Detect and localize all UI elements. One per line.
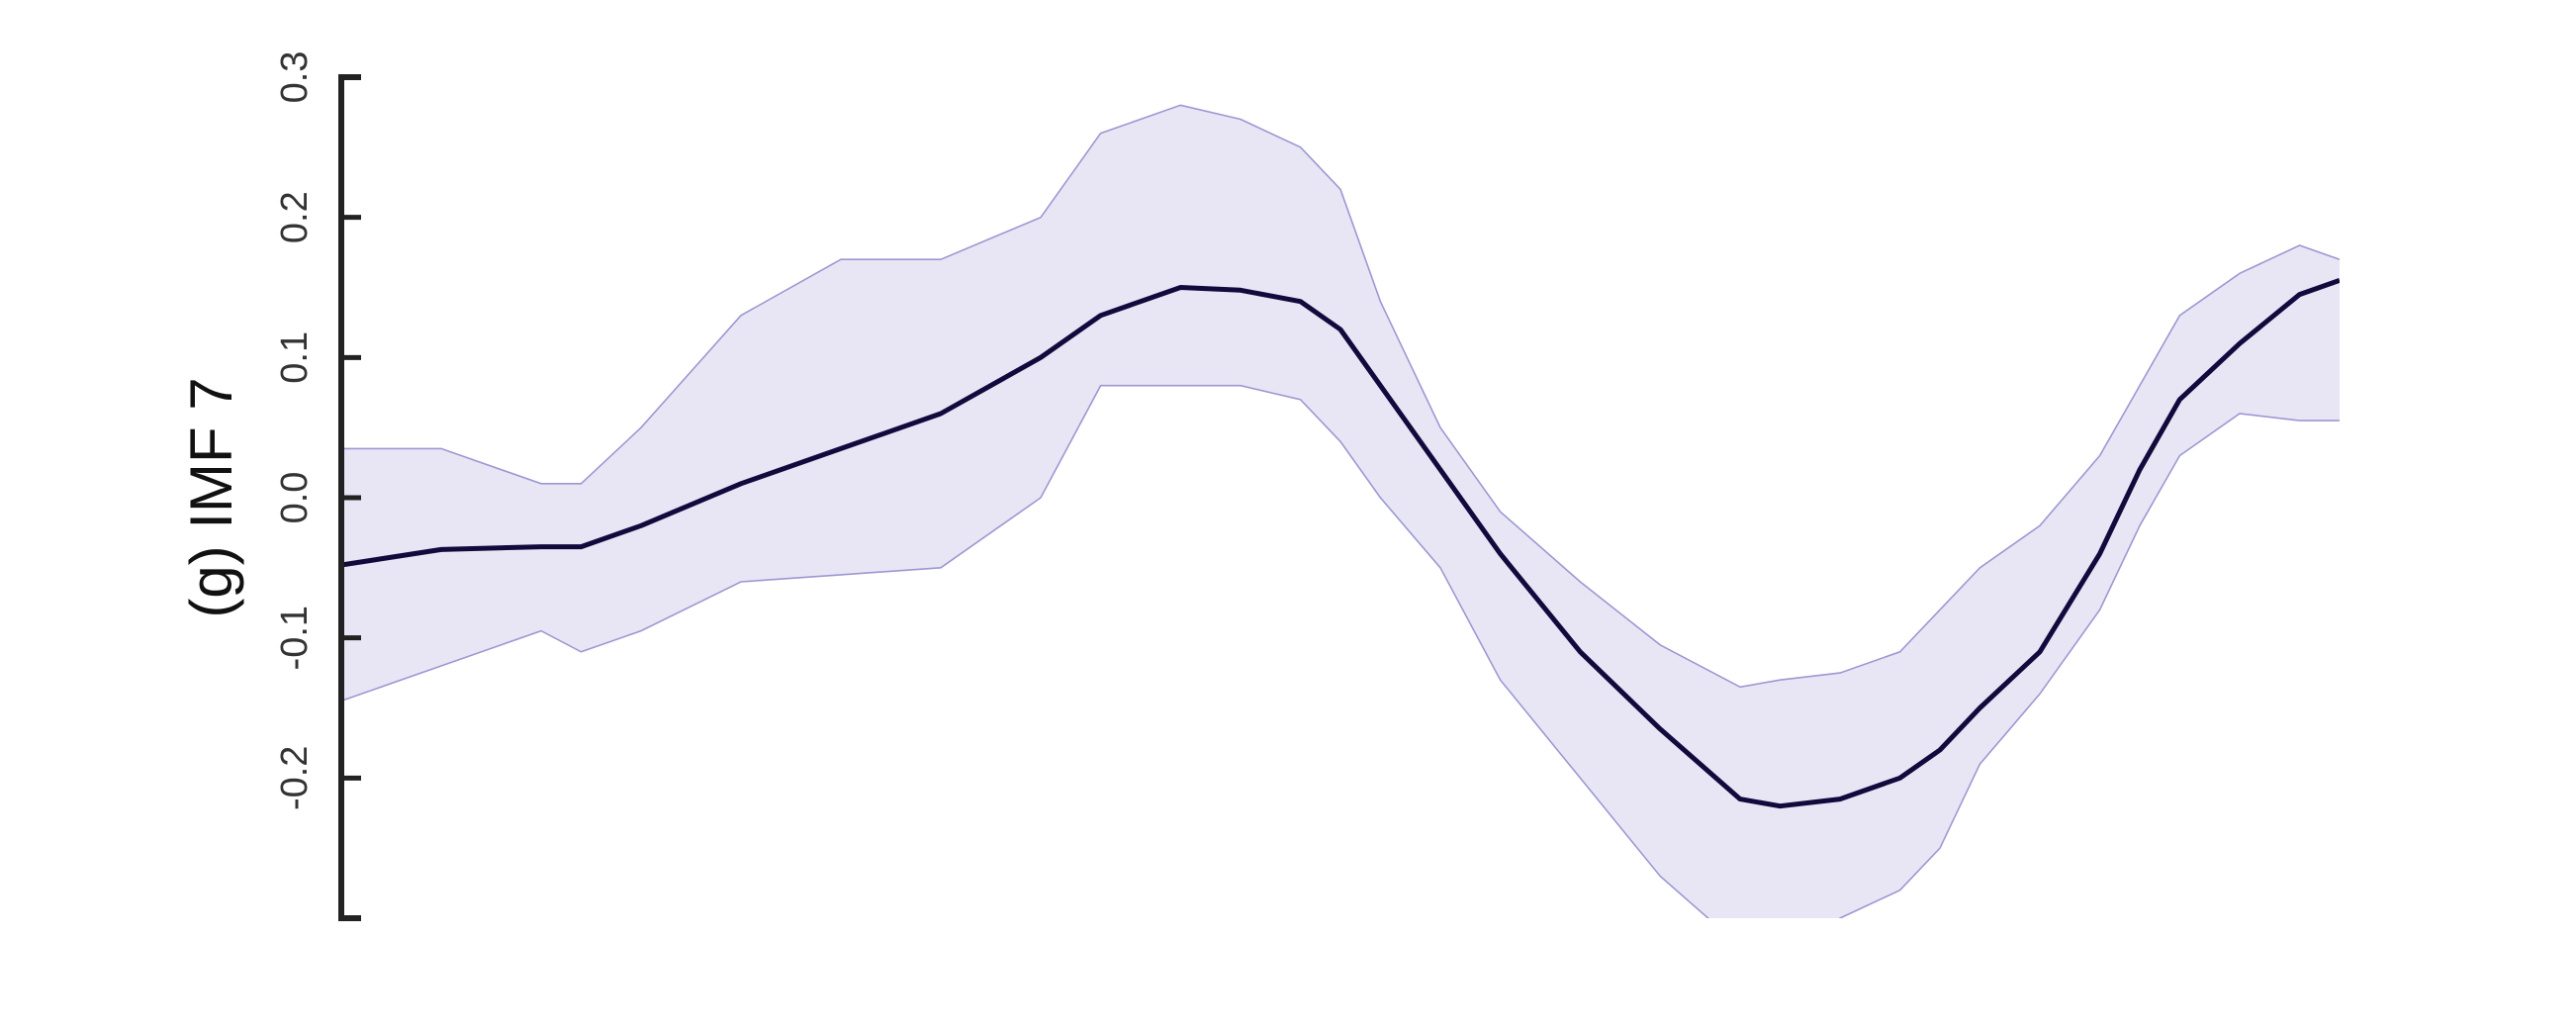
confidence-band: [341, 105, 2340, 918]
y-axis-title: (g) IMF 7: [178, 377, 244, 617]
band-upper-edge: [341, 104, 2340, 689]
y-tick-label: 0.3: [274, 51, 316, 104]
y-tick-label: -0.2: [274, 746, 316, 810]
y-tick-label: 0.0: [274, 472, 316, 524]
plot-clipped-group: [341, 104, 2340, 918]
y-tick-label: 0.2: [274, 191, 316, 243]
band-lower-edge: [341, 384, 2340, 918]
y-tick-label: 0.1: [274, 331, 316, 384]
mean-line: [341, 278, 2340, 809]
y-tick-label: -0.1: [274, 606, 316, 670]
